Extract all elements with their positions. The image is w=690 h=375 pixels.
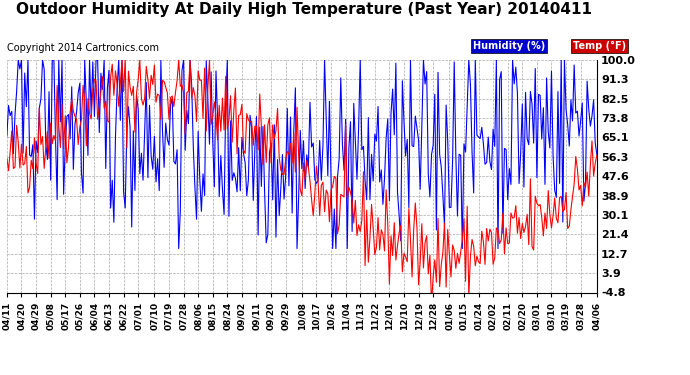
Text: Humidity (%): Humidity (%) — [473, 41, 545, 51]
Text: Outdoor Humidity At Daily High Temperature (Past Year) 20140411: Outdoor Humidity At Daily High Temperatu… — [16, 2, 591, 17]
Text: Copyright 2014 Cartronics.com: Copyright 2014 Cartronics.com — [7, 43, 159, 53]
Text: Temp (°F): Temp (°F) — [573, 41, 626, 51]
